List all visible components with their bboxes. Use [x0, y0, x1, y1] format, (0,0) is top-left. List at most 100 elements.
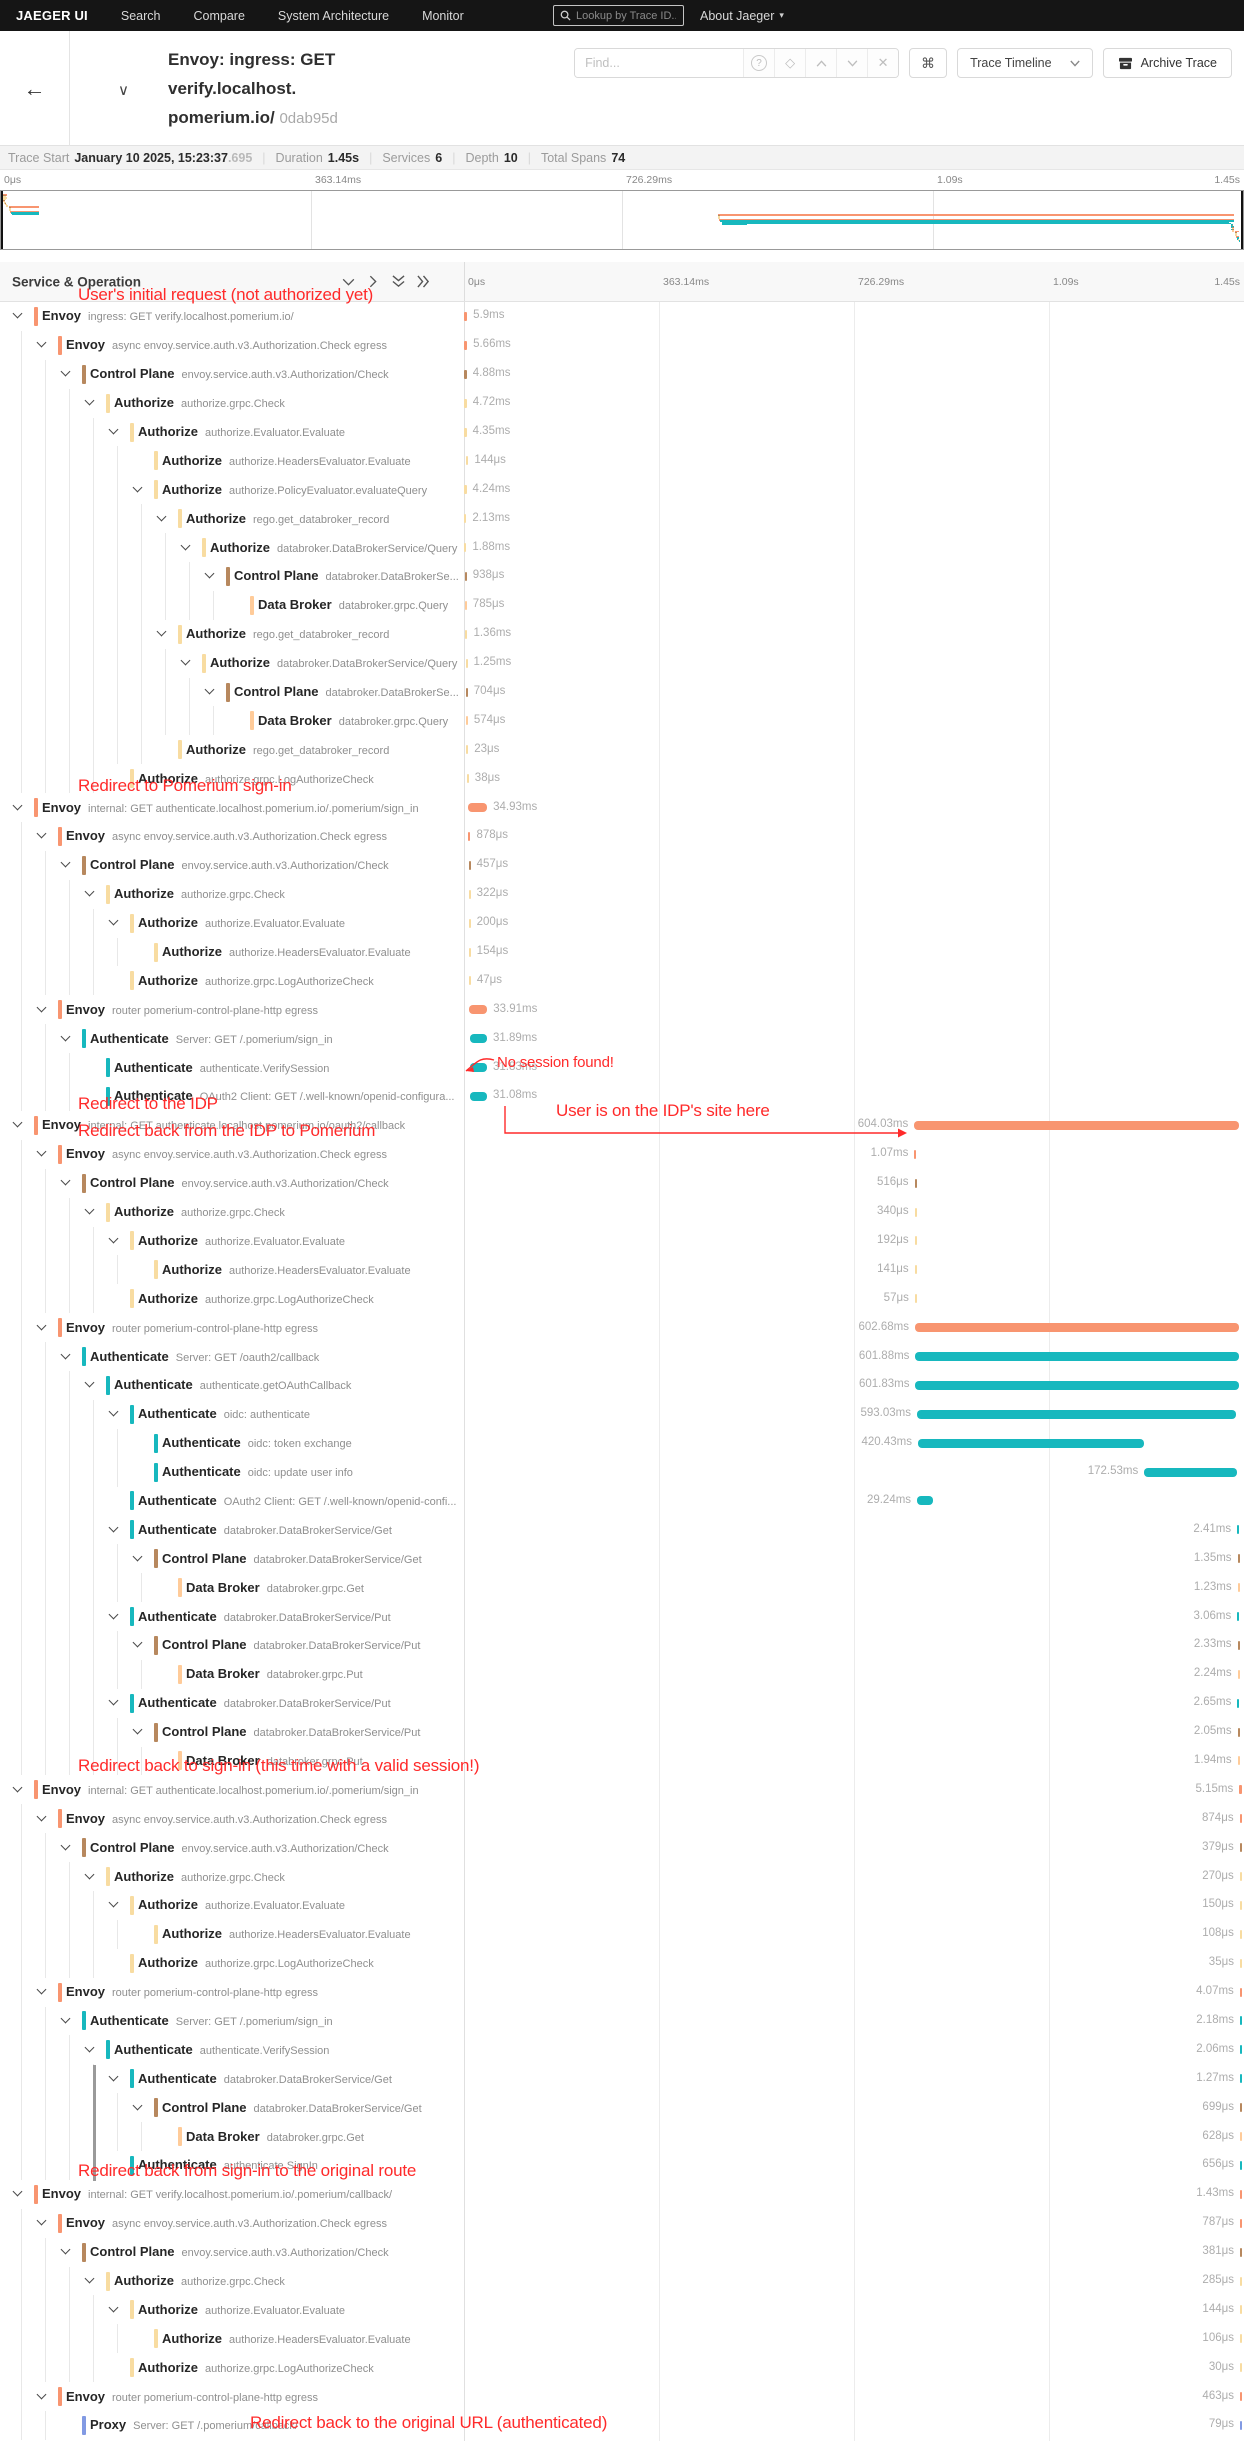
span-row[interactable]: Envoy router pomerium-control-plane-http … — [0, 2382, 1244, 2412]
span-name[interactable]: Authenticate databroker.DataBrokerService… — [138, 1695, 391, 1711]
span-name[interactable]: Authorize databroker.DataBrokerService/Qu… — [210, 655, 458, 671]
span-bar[interactable] — [1237, 1554, 1240, 1564]
span-row[interactable]: Authenticate authenticate.VerifySession 2.… — [0, 2035, 1244, 2065]
chevron-down-icon[interactable] — [132, 1551, 143, 1562]
span-bar[interactable] — [1240, 2045, 1242, 2055]
span-bar[interactable] — [1240, 2276, 1242, 2286]
span-row[interactable]: Control Plane databroker.DataBrokerServic… — [0, 1544, 1244, 1574]
span-bar[interactable] — [465, 687, 468, 697]
span-row[interactable]: Authorize authorize.grpc.LogAuthorizeChec… — [0, 764, 1244, 794]
chevron-down-icon[interactable] — [12, 2186, 23, 2197]
span-bar[interactable] — [1240, 2305, 1242, 2315]
span-bar[interactable] — [465, 629, 468, 639]
span-name[interactable]: Authenticate Server: GET /.pomerium/sign_… — [90, 1030, 333, 1046]
view-options-select[interactable]: Trace Timeline — [957, 48, 1093, 78]
chevron-down-icon[interactable] — [132, 482, 143, 493]
span-bar[interactable] — [1240, 2363, 1242, 2373]
span-row[interactable]: Control Plane databroker.DataBrokerServic… — [0, 1630, 1244, 1660]
span-name[interactable]: Data Broker databroker.grpc.Query — [258, 712, 449, 728]
chevron-down-icon[interactable] — [12, 1782, 23, 1793]
span-name[interactable]: Envoy ingress: GET verify.localhost.pomer… — [42, 308, 294, 324]
span-bar[interactable] — [1240, 2016, 1242, 2026]
span-row[interactable]: Envoy ingress: GET verify.localhost.pomer… — [0, 302, 1244, 331]
span-bar[interactable] — [1240, 2189, 1242, 2199]
focus-match-button[interactable]: ◇ — [774, 49, 806, 77]
span-bar[interactable] — [465, 716, 468, 726]
archive-trace-button[interactable]: Archive Trace — [1102, 48, 1232, 78]
span-name[interactable]: Authenticate Server: GET /.pomerium/sign_… — [90, 2012, 333, 2028]
span-bar[interactable] — [468, 803, 488, 813]
span-name[interactable]: Authorize authorize.grpc.Check — [114, 1868, 285, 1884]
span-row[interactable]: Authenticate oidc: token exchange 420.43ms — [0, 1428, 1244, 1458]
chevron-down-icon[interactable] — [108, 424, 119, 435]
span-name[interactable]: Control Plane databroker.DataBrokerServic… — [162, 1637, 421, 1653]
chevron-down-icon[interactable] — [156, 626, 167, 637]
span-bar[interactable] — [468, 889, 471, 899]
span-row[interactable]: Control Plane databroker.DataBrokerSe... 9… — [0, 562, 1244, 591]
span-bar[interactable] — [464, 514, 467, 524]
span-name[interactable]: Authorize rego.get_databroker_record — [186, 741, 390, 757]
chevron-down-icon[interactable] — [36, 337, 47, 348]
span-row[interactable]: Control Plane envoy.service.auth.v3.Autho… — [0, 2237, 1244, 2267]
span-bar[interactable] — [1239, 1814, 1242, 1824]
span-name[interactable]: Authenticate oidc: token exchange — [162, 1435, 352, 1451]
span-row[interactable]: Authenticate OAuth2 Client: GET /.well-kn… — [0, 1486, 1244, 1516]
span-name[interactable]: Authorize authorize.HeadersEvaluator.Eval… — [162, 944, 411, 960]
span-row[interactable]: Envoy async envoy.service.auth.v3.Authori… — [0, 2208, 1244, 2238]
span-row[interactable]: Authorize rego.get_databroker_record 23μs — [0, 735, 1244, 765]
span-name[interactable]: Authorize rego.get_databroker_record — [186, 510, 390, 526]
span-name[interactable]: Authorize authorize.HeadersEvaluator.Eval… — [162, 2330, 411, 2346]
span-bar[interactable] — [1237, 1640, 1240, 1650]
span-name[interactable]: Envoy router pomerium-control-plane-http … — [66, 1001, 319, 1017]
span-bar[interactable] — [915, 1380, 1240, 1390]
span-bar[interactable] — [914, 1149, 917, 1159]
span-row[interactable]: Authenticate Server: GET /oauth2/callback… — [0, 1342, 1244, 1371]
span-row[interactable]: Authorize authorize.grpc.Check 340μs — [0, 1197, 1244, 1227]
span-name[interactable]: Control Plane envoy.service.auth.v3.Autho… — [90, 1175, 389, 1191]
chevron-down-icon[interactable] — [60, 1349, 71, 1359]
chevron-down-icon[interactable] — [84, 1204, 95, 1215]
span-row[interactable]: Envoy async envoy.service.auth.v3.Authori… — [0, 330, 1244, 360]
app-brand[interactable]: JAEGER UI — [16, 8, 88, 23]
span-row[interactable]: Authorize authorize.PolicyEvaluator.evalu… — [0, 475, 1244, 505]
next-match-button[interactable] — [836, 49, 868, 77]
span-name[interactable]: Authorize authorize.grpc.LogAuthorizeChec… — [138, 1290, 374, 1306]
span-row[interactable]: Authorize authorize.HeadersEvaluator.Eval… — [0, 1255, 1244, 1285]
span-row[interactable]: Authorize authorize.HeadersEvaluator.Eval… — [0, 446, 1244, 476]
span-row[interactable]: Envoy async envoy.service.auth.v3.Authori… — [0, 1804, 1244, 1834]
chevron-down-icon[interactable] — [60, 857, 71, 868]
span-name[interactable]: Authorize authorize.grpc.LogAuthorizeChec… — [138, 972, 374, 988]
collapse-all-button[interactable] — [390, 274, 406, 290]
trace-id-input[interactable] — [576, 9, 676, 22]
span-name[interactable]: Envoy internal: GET authenticate.localhos… — [42, 799, 419, 815]
chevron-down-icon[interactable] — [108, 2071, 119, 2082]
span-bar[interactable] — [1240, 2218, 1242, 2228]
span-row[interactable]: Control Plane envoy.service.auth.v3.Autho… — [0, 1168, 1244, 1198]
chevron-down-icon[interactable] — [60, 2244, 71, 2255]
chevron-down-icon[interactable] — [36, 1811, 47, 1822]
span-row[interactable]: Authenticate authenticate.SignIn 656μs — [0, 2151, 1244, 2180]
span-bar[interactable] — [1240, 2247, 1242, 2257]
span-bar[interactable] — [1240, 2132, 1242, 2142]
span-row[interactable]: Authorize authorize.HeadersEvaluator.Eval… — [0, 2324, 1244, 2354]
span-bar[interactable] — [468, 860, 471, 870]
span-bar[interactable] — [1237, 1698, 1240, 1708]
span-row[interactable]: Authorize authorize.HeadersEvaluator.Eval… — [0, 937, 1244, 967]
about-jaeger-menu[interactable]: About Jaeger ▾ — [700, 8, 784, 23]
span-name[interactable]: Authorize authorize.Evaluator.Evaluate — [138, 2301, 345, 2317]
chevron-down-icon[interactable] — [204, 684, 215, 695]
span-row[interactable]: Authorize authorize.grpc.Check 322μs — [0, 879, 1244, 909]
minimap-left-scrubber[interactable] — [1, 191, 3, 249]
span-row[interactable]: Data Broker databroker.grpc.Put 1.94ms — [0, 1746, 1244, 1776]
span-name[interactable]: Authenticate OAuth2 Client: GET /.well-kn… — [138, 1492, 457, 1508]
span-bar[interactable] — [1237, 1525, 1240, 1535]
span-row[interactable]: Authenticate OAuth2 Client: GET /.well-kn… — [0, 1082, 1244, 1111]
span-bar[interactable] — [468, 947, 471, 957]
span-bar[interactable] — [470, 1091, 487, 1101]
chevron-down-icon[interactable] — [132, 1637, 143, 1648]
span-name[interactable]: Authorize rego.get_databroker_record — [186, 626, 390, 642]
span-name[interactable]: Envoy async envoy.service.auth.v3.Authori… — [66, 2215, 387, 2231]
chevron-down-icon[interactable] — [132, 2100, 143, 2111]
chevron-down-icon[interactable] — [132, 1724, 143, 1735]
span-bar[interactable] — [915, 1352, 1240, 1361]
